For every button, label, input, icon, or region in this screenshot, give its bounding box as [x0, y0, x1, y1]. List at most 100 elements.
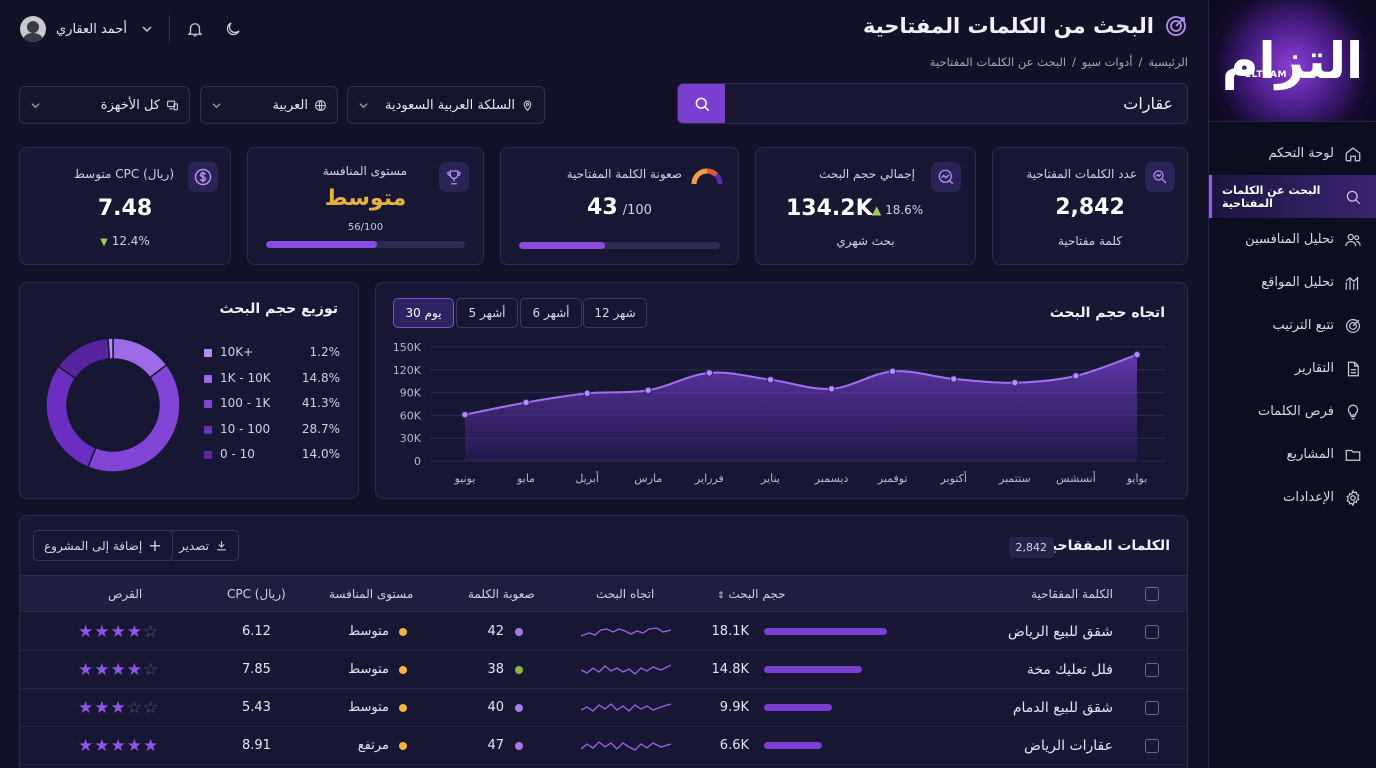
donut-slice[interactable]: [57, 337, 111, 380]
col-competition[interactable]: مستوى المنافسة: [329, 587, 414, 601]
legend-value: 41.3%: [301, 396, 340, 410]
country-select[interactable]: السلكة العربية السعودية: [347, 86, 545, 124]
sidebar-item-reports[interactable]: التقارير: [1209, 347, 1376, 390]
breadcrumb-home[interactable]: الرئيسية: [1148, 55, 1188, 69]
stat-card-search-volume: إجمالي حجم البحث 134.2K ▲ 18.6% بحث شهري: [755, 147, 976, 265]
keyword-cell[interactable]: شقق للبيع الدمام: [1012, 700, 1113, 716]
trend-point[interactable]: [766, 375, 775, 384]
x-tick-label: مايو: [516, 472, 535, 485]
competition-dot: [399, 704, 407, 712]
range-5-months[interactable]: 5 أشهر: [456, 298, 518, 328]
keyword-cell[interactable]: فلل تعليك مخة: [1026, 662, 1113, 678]
table-row[interactable]: فلل تعليك مخة 14.8K 38 متوسط 7.85 ★★★★☆: [20, 651, 1187, 689]
sidebar-item-settings[interactable]: الإعدادات: [1209, 476, 1376, 519]
trend-point[interactable]: [522, 398, 530, 407]
trend-area: [465, 354, 1137, 461]
search-input[interactable]: عقارات: [1123, 94, 1173, 113]
volume-bar: [764, 742, 822, 749]
row-checkbox[interactable]: [1145, 701, 1159, 715]
gauge-icon: [690, 166, 724, 186]
table-row[interactable]: شقق للبيع الرياض 18.1K 42 متوسط 6.12 ★★★★☆: [20, 613, 1187, 651]
dollar-icon: [188, 162, 218, 192]
stat-value: 7.48: [97, 196, 153, 221]
trend-point[interactable]: [1011, 379, 1019, 387]
legend-item: 100 - 1K 41.3%: [204, 396, 340, 410]
chevron-down-icon: [30, 100, 41, 111]
sidebar-item-label: تتبع الترتيب: [1272, 318, 1335, 333]
stat-change: ▲ 18.6%: [872, 203, 924, 217]
cpc-cell: 5.43: [242, 700, 271, 715]
plus-icon: +: [148, 535, 162, 555]
avatar[interactable]: [20, 16, 46, 42]
sidebar-item-label: تحليل المنافسين: [1245, 232, 1334, 247]
legend-item: 0 - 10 14.0%: [204, 447, 340, 461]
stat-value-group: 43 /100: [501, 195, 738, 220]
legend-label: 1K - 10K: [220, 370, 271, 385]
users-icon: [1344, 231, 1362, 249]
location-pin-icon: [521, 99, 534, 112]
sidebar-item-projects[interactable]: المشاريع: [1209, 433, 1376, 476]
trend-point[interactable]: [888, 367, 897, 376]
sort-icon: ⇕: [717, 591, 725, 601]
col-trend[interactable]: اتجاه البحث: [596, 587, 655, 601]
bell-icon[interactable]: [186, 20, 204, 38]
keyword-cell[interactable]: عقارات الرياض: [1024, 738, 1113, 754]
volume-cell: 6.6K: [719, 738, 749, 753]
sidebar-item-rank-tracking[interactable]: تتبع الترتيب: [1209, 304, 1376, 347]
sidebar-item-label: فرص الكلمات: [1257, 404, 1334, 419]
row-checkbox[interactable]: [1145, 663, 1159, 677]
opportunity-stars: ★★★☆☆: [78, 698, 160, 718]
progress-fill: [266, 241, 378, 248]
col-difficulty[interactable]: صعوبة الكلمة: [468, 587, 535, 601]
breadcrumb: الرئيسية / أدوات سيو / البحث عن الكلمات …: [930, 55, 1188, 69]
chevron-down-icon[interactable]: [141, 23, 153, 35]
col-cpc[interactable]: CPC (ريال): [227, 587, 286, 601]
table-row[interactable]: شقق للبيع الدمام 9.9K 40 متوسط 5.43 ★★★☆☆: [20, 689, 1187, 727]
donut-slice[interactable]: [107, 337, 114, 360]
keyword-cell[interactable]: شقق للبيع الرياض: [1007, 624, 1113, 640]
trend-point[interactable]: [950, 375, 958, 383]
export-button[interactable]: تصدير: [168, 530, 240, 561]
search-button[interactable]: [678, 84, 725, 123]
trend-point[interactable]: [705, 369, 714, 377]
trend-point[interactable]: [827, 385, 836, 393]
user-name[interactable]: أحمد العقاري: [56, 21, 127, 37]
trend-point[interactable]: [583, 389, 591, 398]
legend-label: 10 - 100: [220, 421, 271, 436]
search-icon: [1344, 188, 1362, 206]
difficulty-dot: [515, 704, 523, 712]
sidebar-item-keyword-research[interactable]: البحث عن الكلمات المفتاحية: [1209, 175, 1376, 218]
table-title: الكلمات المفقاحية: [1043, 538, 1170, 554]
donut-slice[interactable]: [45, 365, 97, 469]
brand-logo[interactable]: التزام ELTZAM: [1209, 0, 1376, 122]
col-opportunity[interactable]: القرص: [108, 587, 143, 601]
table-row[interactable]: عقارات الرياض 6.6K 47 مرتفع 8.91 ★★★★★: [20, 727, 1187, 765]
language-select[interactable]: العربية: [200, 86, 338, 124]
col-volume[interactable]: ⇕ حجم البحث: [717, 587, 786, 601]
stat-card-cpc: متوسط CPC (ريال) 7.48 ▼ 12.4%: [19, 147, 231, 265]
legend-item: 10 - 100 28.7%: [204, 422, 340, 436]
sidebar-item-dashboard[interactable]: لوحة التحكم: [1209, 132, 1376, 175]
breadcrumb-seo-tools[interactable]: أدوات سيو: [1081, 55, 1133, 69]
trend-point[interactable]: [1072, 372, 1080, 380]
trend-point[interactable]: [461, 410, 469, 419]
sidebar-item-opportunities[interactable]: فرص الكلمات: [1209, 390, 1376, 433]
trend-point[interactable]: [1133, 350, 1141, 359]
sidebar-item-competitors[interactable]: تحليل المنافسين: [1209, 218, 1376, 261]
add-to-project-button[interactable]: إضافة إلى المشروع +: [33, 530, 173, 561]
range-30-days[interactable]: 30 يوم: [393, 298, 454, 328]
stat-value: 134.2K: [786, 196, 873, 221]
range-6-months[interactable]: 6 أشهر: [520, 298, 582, 328]
competition-cell: متوسط: [348, 662, 389, 677]
select-all-checkbox[interactable]: [1145, 587, 1159, 601]
row-checkbox[interactable]: [1145, 625, 1159, 639]
device-select[interactable]: كل الأخهزة: [19, 86, 190, 124]
sidebar-item-site-analysis[interactable]: تحليل المواقع: [1209, 261, 1376, 304]
col-keyword[interactable]: الكلمة المفقاحية: [1031, 587, 1113, 601]
row-checkbox[interactable]: [1145, 739, 1159, 753]
volume-bar: [764, 704, 832, 711]
moon-icon[interactable]: [224, 20, 242, 38]
donut-slice[interactable]: [86, 363, 181, 473]
trend-point[interactable]: [644, 386, 652, 395]
range-12-months[interactable]: 12 شهر: [583, 298, 647, 328]
